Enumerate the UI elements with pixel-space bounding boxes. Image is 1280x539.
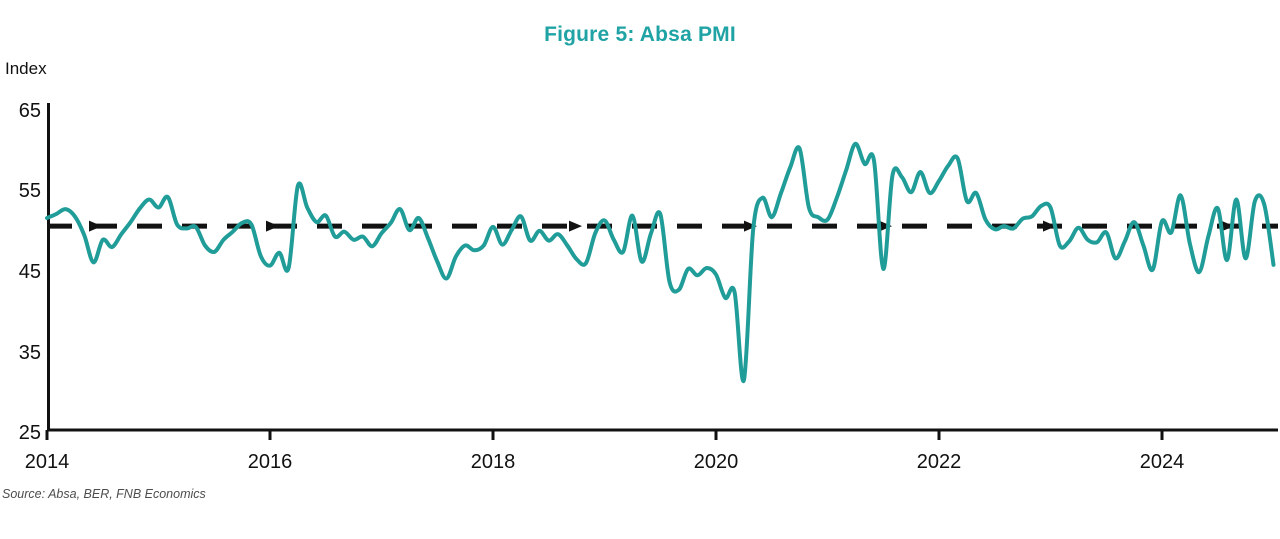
reference-line-arrowhead <box>569 220 582 232</box>
x-axis-tick-label: 2024 <box>1139 451 1185 473</box>
reference-line-arrowhead <box>879 220 892 232</box>
y-axis-tick-label: 55 <box>18 180 41 203</box>
x-axis-tick-label: 2014 <box>24 451 70 473</box>
source-note: Source: Absa, BER, FNB Economics <box>2 487 206 501</box>
x-axis-tick-label: 2018 <box>470 451 516 473</box>
reference-line-arrowhead <box>89 220 102 232</box>
y-axis-tick-label: 45 <box>18 261 41 284</box>
reference-line-arrowhead <box>1221 220 1234 232</box>
x-axis-tick-label: 2022 <box>916 451 962 473</box>
y-axis-unit-label: Index <box>5 59 47 78</box>
y-axis-tick-label: 35 <box>18 341 41 364</box>
pmi-series-line <box>45 141 1276 383</box>
figure-title: Figure 5: Absa PMI <box>544 23 736 46</box>
y-axis-tick-label: 65 <box>18 99 41 122</box>
reference-line-arrowhead <box>1043 220 1056 232</box>
reference-line-arrowhead <box>744 220 757 232</box>
reference-line-arrowhead <box>266 220 279 232</box>
y-axis-tick-label: 25 <box>18 422 41 445</box>
x-axis-tick-label: 2016 <box>247 451 293 473</box>
x-axis-tick-label: 2020 <box>693 451 739 473</box>
